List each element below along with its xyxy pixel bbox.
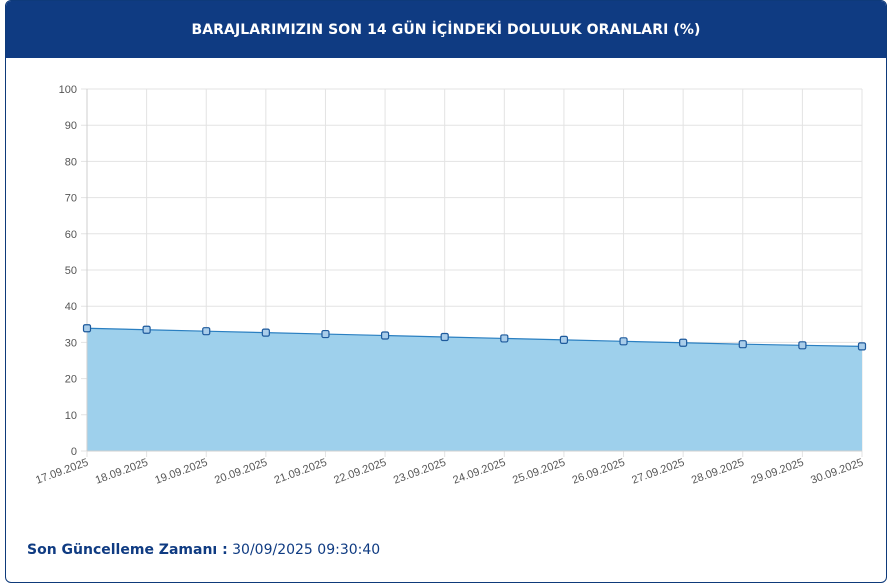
data-point	[559, 335, 569, 344]
data-point	[82, 324, 92, 333]
x-tick-label: 26.09.2025	[571, 457, 627, 487]
x-tick-label: 28.09.2025	[690, 457, 746, 487]
last-update-value: 30/09/2025 09:30:40	[232, 542, 381, 558]
y-tick-label: 70	[65, 193, 77, 205]
x-tick-label: 19.09.2025	[153, 457, 209, 487]
data-point	[738, 340, 747, 349]
last-update: Son Güncelleme Zamanı : 30/09/2025 09:30…	[27, 542, 380, 558]
data-point	[857, 342, 867, 351]
y-tick-label: 50	[65, 265, 77, 277]
data-point	[202, 327, 211, 336]
y-tick-label: 30	[65, 337, 77, 349]
data-point	[142, 325, 151, 334]
x-tick-label: 18.09.2025	[94, 457, 150, 487]
x-tick-label: 30.09.2025	[809, 457, 865, 487]
area-chart: 0 10 20 30 40 50 60 70 80 90 100 17.09.2025 18.09.20…	[34, 84, 867, 487]
series-area	[87, 328, 862, 451]
y-tick-label: 100	[59, 84, 77, 96]
data-point	[679, 338, 688, 347]
series-line	[86, 327, 863, 347]
y-tick-label: 40	[65, 301, 77, 313]
y-tick-label: 80	[65, 156, 77, 168]
x-tick-label: 23.09.2025	[392, 457, 448, 487]
last-update-label: Son Güncelleme Zamanı :	[27, 542, 228, 558]
y-tick-label: 60	[65, 229, 77, 241]
chart-title: BARAJLARIMIZIN SON 14 GÜN İÇİNDEKİ DOLUL…	[6, 1, 886, 58]
chart-panel: BARAJLARIMIZIN SON 14 GÜN İÇİNDEKİ DOLUL…	[5, 0, 887, 583]
x-tick-label: 25.09.2025	[511, 457, 567, 487]
y-tick-label: 10	[65, 410, 77, 422]
data-point	[261, 328, 270, 337]
x-tick-label: 29.09.2025	[750, 457, 806, 487]
data-point	[619, 337, 628, 346]
x-tick-label: 22.09.2025	[332, 457, 388, 487]
x-tick-label: 24.09.2025	[451, 457, 507, 487]
data-point	[440, 332, 449, 342]
x-tick-label: 27.09.2025	[630, 457, 686, 487]
x-tick-label: 17.09.2025	[34, 457, 90, 487]
y-tick-label: 0	[71, 446, 77, 458]
data-point	[321, 329, 330, 339]
data-point	[798, 341, 807, 350]
x-tick-label: 21.09.2025	[273, 457, 329, 487]
data-point	[380, 331, 390, 340]
data-point	[500, 334, 509, 343]
x-tick-label: 20.09.2025	[213, 457, 269, 487]
y-tick-label: 20	[65, 374, 77, 386]
y-tick-label: 90	[65, 120, 77, 132]
